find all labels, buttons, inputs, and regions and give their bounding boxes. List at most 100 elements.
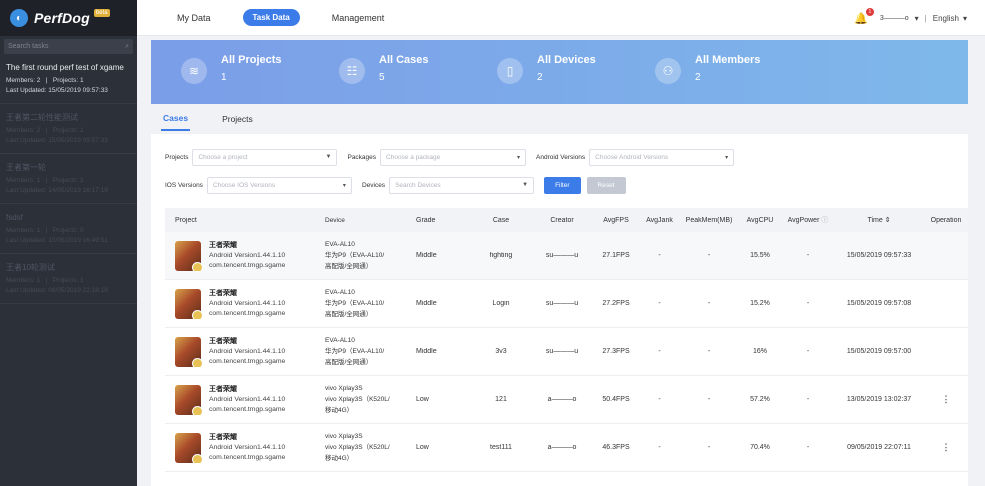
tab-cases[interactable]: Cases bbox=[161, 107, 191, 131]
expand-arrow-icon[interactable]: ↶ bbox=[165, 251, 169, 260]
column-header-avgpower: AvgPower ⓘ bbox=[783, 215, 833, 225]
table-row[interactable]: ↶ 王者荣耀 Android Version1.44.1.10 com.tenc… bbox=[165, 232, 968, 280]
grade-cell: Middle bbox=[416, 252, 437, 259]
filter-label: Android Versions bbox=[536, 153, 586, 161]
device-name: 华为P9（EVA-AL10/ bbox=[325, 300, 385, 307]
expand-arrow-icon[interactable]: ↶ bbox=[165, 443, 169, 452]
project-members: Members: 2 bbox=[6, 77, 41, 84]
expand-arrow-icon[interactable]: ↶ bbox=[165, 299, 169, 308]
task-search-input[interactable]: Search tasks ⌕ bbox=[4, 39, 133, 54]
project-updated: Last Updated: 15/05/2019 09:57:33 bbox=[6, 137, 108, 144]
device-variant: 移动4G） bbox=[325, 455, 354, 462]
stat-value: 1 bbox=[221, 72, 227, 83]
table-body: ↶ 王者荣耀 Android Version1.44.1.10 com.tenc… bbox=[165, 232, 968, 472]
caret-down-icon: ▼ bbox=[522, 182, 529, 188]
avgpower-cell: - bbox=[806, 444, 810, 451]
tab-projects[interactable]: Projects bbox=[222, 114, 253, 124]
avgfps-cell: 27.3FPS bbox=[602, 348, 630, 355]
avgfps-cell: 27.1FPS bbox=[602, 252, 630, 259]
summary-banner: ≋ All Projects 1 ☷ All Cases 5 ▯ All Devic… bbox=[151, 40, 968, 104]
device-search-select[interactable]: Search Devices ▼ bbox=[389, 176, 535, 194]
creator-cell: su———u bbox=[545, 300, 579, 307]
project-title: 王者第二轮性能测试 bbox=[6, 113, 78, 122]
more-options-icon[interactable]: ⋮ bbox=[941, 394, 951, 404]
ios-version-select[interactable]: Choose IOS Versions ▾ bbox=[206, 176, 352, 194]
table-row[interactable]: ↶ 王者荣耀 Android Version1.44.1.10 com.tenc… bbox=[165, 280, 968, 328]
device-model: vivo Xplay3S bbox=[325, 433, 363, 440]
device-name: 华为P9（EVA-AL10/ bbox=[325, 348, 385, 355]
device-variant: 移动4G） bbox=[325, 407, 354, 414]
chevron-down-icon[interactable]: ▾ bbox=[914, 13, 919, 23]
table-row[interactable]: ↶ 王者荣耀 Android Version1.44.1.10 com.tenc… bbox=[165, 328, 968, 376]
stat-all-cases[interactable]: ☷ All Cases 5 bbox=[309, 40, 467, 104]
stat-label: All Members bbox=[695, 54, 761, 66]
package-select[interactable]: Choose a package ▾ bbox=[380, 148, 527, 166]
project-meta: Members: 2 | Projects: 1 bbox=[6, 77, 84, 84]
language-select[interactable]: English bbox=[932, 13, 959, 23]
device-model: vivo Xplay3S bbox=[325, 385, 363, 392]
nav-task-data[interactable]: Task Data bbox=[242, 9, 300, 26]
device-variant: 高配版/全网通） bbox=[325, 311, 373, 318]
column-header-time-sort[interactable]: Time ⇕ bbox=[867, 217, 891, 224]
project-members: Members: 1 bbox=[6, 227, 41, 234]
project-cell: ↶ 王者荣耀 Android Version1.44.1.10 com.tenc… bbox=[165, 384, 325, 415]
app-package: com.tencent.tmgp.sgame bbox=[209, 309, 286, 317]
stat-label: All Devices bbox=[537, 54, 596, 66]
project-members: Members: 1 bbox=[6, 177, 41, 184]
stat-all-projects[interactable]: ≋ All Projects 1 bbox=[151, 40, 309, 104]
time-cell: 15/05/2019 09:57:08 bbox=[846, 300, 912, 307]
nav-management[interactable]: Management bbox=[331, 12, 385, 23]
grade-cell: Low bbox=[416, 396, 429, 403]
filter-button[interactable]: Filter bbox=[544, 176, 581, 194]
time-cell: 15/05/2019 09:57:00 bbox=[846, 348, 912, 355]
cases-icon: ☷ bbox=[339, 58, 365, 84]
table-row[interactable]: ↶ 王者荣耀 Android Version1.44.1.10 com.tenc… bbox=[165, 376, 968, 424]
avgfps-cell: 46.3FPS bbox=[602, 444, 630, 451]
table-header: Project Device Grade Case Creator AvgFPS… bbox=[165, 208, 968, 232]
column-header-peakmem: PeakMem(MB) bbox=[685, 216, 733, 224]
case-cell: Login bbox=[492, 300, 510, 307]
brand-logo[interactable]: ◐ PerfDog beta bbox=[0, 0, 137, 36]
filter-bar: Projects Choose a project ▼ Packages Choo… bbox=[165, 148, 965, 204]
project-item[interactable]: 王者第一轮 Members: 1 | Projects: 1 Last Upda… bbox=[0, 154, 137, 204]
stat-all-devices[interactable]: ▯ All Devices 2 bbox=[467, 40, 625, 104]
project-cell: ↶ 王者荣耀 Android Version1.44.1.10 com.tenc… bbox=[165, 240, 325, 271]
search-icon[interactable]: ⌕ bbox=[125, 42, 129, 50]
project-item[interactable]: The first round perf test of xgame Membe… bbox=[0, 54, 137, 104]
more-options-icon[interactable]: ⋮ bbox=[941, 442, 951, 452]
stat-all-members[interactable]: ⚇ All Members 2 bbox=[625, 40, 783, 104]
chevron-down-icon[interactable]: ▾ bbox=[962, 13, 967, 23]
stat-label: All Cases bbox=[379, 54, 429, 66]
app-version: Android Version1.44.1.10 bbox=[209, 251, 286, 259]
project-updated: Last Updated: 10/05/2019 16:49:51 bbox=[6, 237, 108, 244]
device-name: vivo Xplay3S（K520L/ bbox=[325, 396, 390, 403]
project-meta: Members: 1 | Projects: 0 bbox=[6, 227, 84, 234]
expand-arrow-icon[interactable]: ↶ bbox=[165, 347, 169, 356]
expand-arrow-icon[interactable]: ↶ bbox=[165, 395, 169, 404]
bell-icon[interactable]: 🔔 1 bbox=[854, 7, 874, 25]
project-updated: Last Updated: 15/05/2019 09:57:33 bbox=[6, 87, 108, 94]
avgcpu-cell: 16% bbox=[752, 348, 767, 355]
nav-my-data[interactable]: My Data bbox=[177, 12, 211, 23]
table-row[interactable]: ↶ 王者荣耀 Android Version1.44.1.10 com.tenc… bbox=[165, 424, 968, 472]
select-placeholder: Choose a package bbox=[386, 153, 441, 161]
peakmem-cell: - bbox=[707, 396, 711, 403]
project-item[interactable]: 王者第二轮性能测试 Members: 2 | Projects: 1 Last … bbox=[0, 104, 137, 154]
project-select[interactable]: Choose a project ▼ bbox=[192, 148, 338, 166]
project-title: 王者第一轮 bbox=[6, 163, 46, 172]
stat-value: 5 bbox=[379, 72, 385, 83]
divider: | bbox=[924, 13, 927, 23]
help-icon[interactable]: ⓘ bbox=[821, 217, 829, 224]
app-package: com.tencent.tmgp.sgame bbox=[209, 405, 286, 413]
peakmem-cell: - bbox=[707, 444, 711, 451]
peakmem-cell: - bbox=[707, 252, 711, 259]
caret-down-icon: ▾ bbox=[725, 154, 729, 161]
user-menu[interactable]: 3———o bbox=[879, 14, 909, 22]
reset-button[interactable]: Reset bbox=[586, 176, 626, 194]
time-cell: 13/05/2019 13:02:37 bbox=[846, 396, 912, 403]
content-tabs: Cases Projects bbox=[151, 104, 968, 134]
project-item[interactable]: 王者10轮测试 Members: 1 | Projects: 1 Last Up… bbox=[0, 254, 137, 304]
android-version-select[interactable]: Choose Android Versions ▾ bbox=[589, 148, 735, 166]
stat-value: 2 bbox=[537, 72, 543, 83]
project-item[interactable]: fsdsf Members: 1 | Projects: 0 Last Upda… bbox=[0, 204, 137, 254]
